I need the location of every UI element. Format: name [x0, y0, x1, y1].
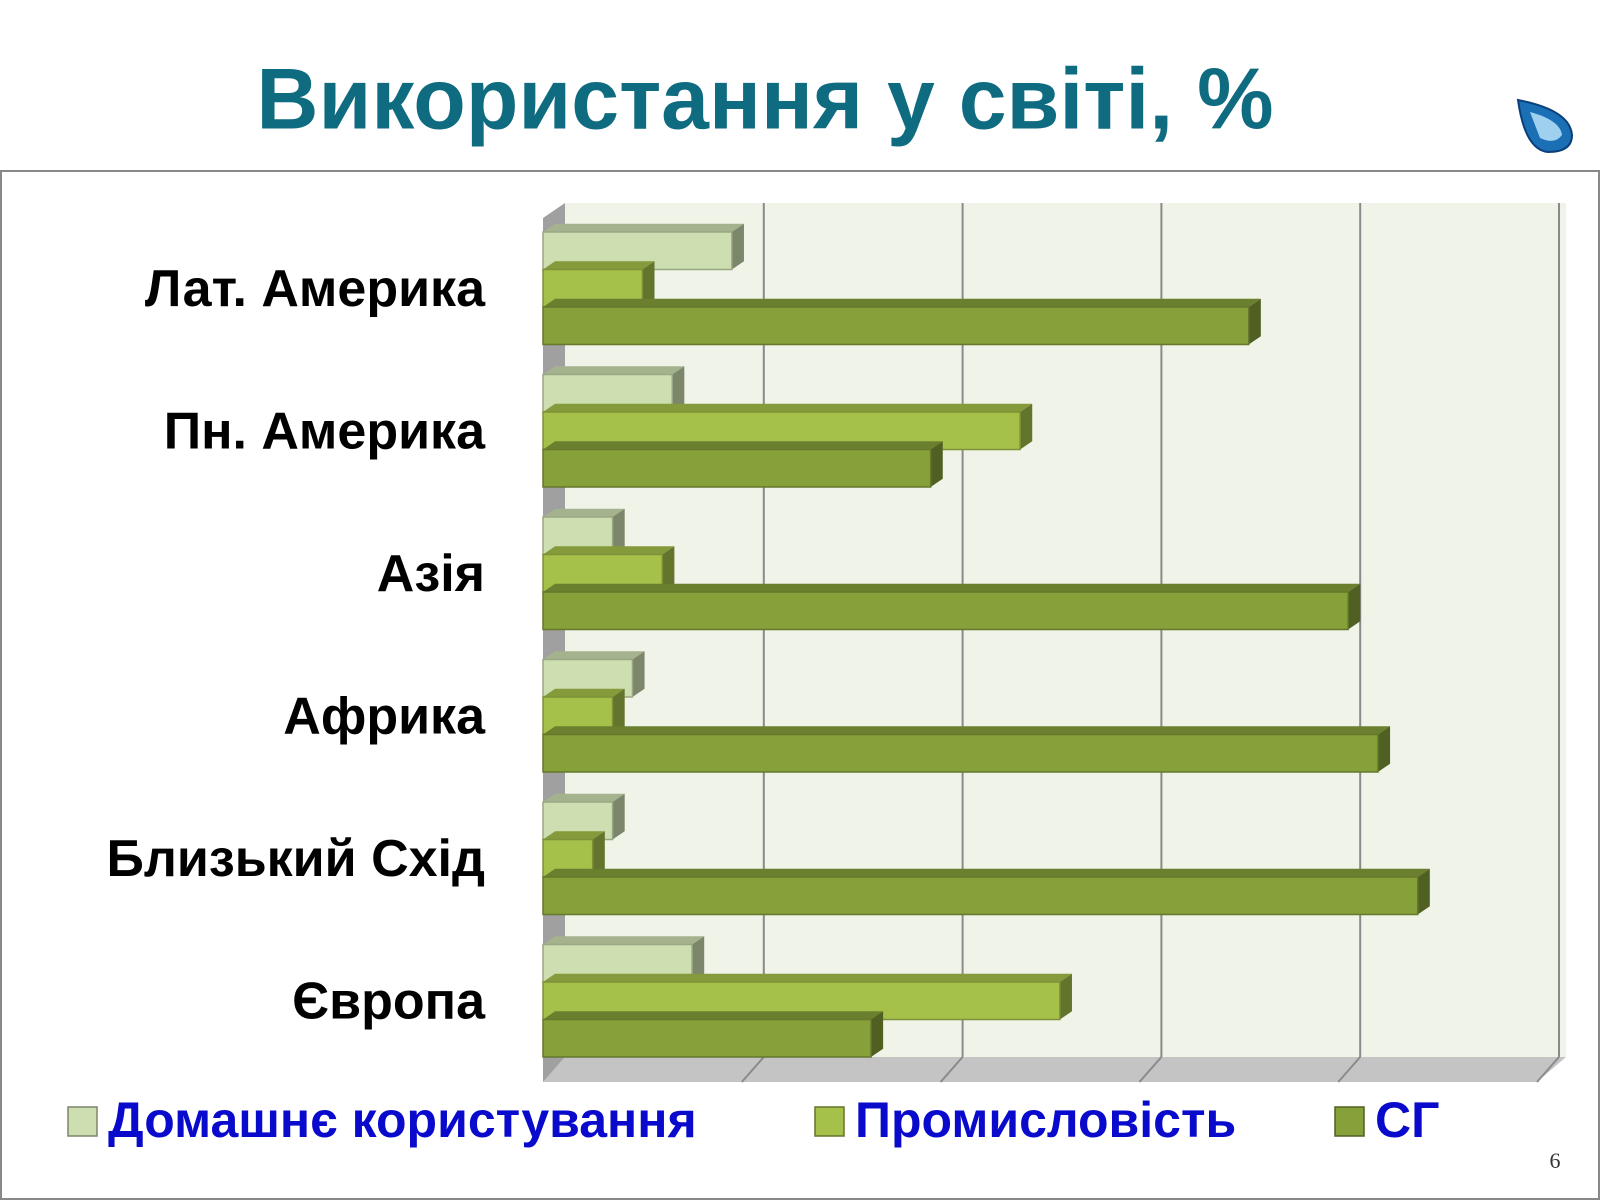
- bar-top: [543, 223, 744, 232]
- bar-top: [543, 868, 1430, 877]
- floor-line: [939, 1056, 964, 1083]
- bar-side: [1348, 583, 1361, 630]
- bar-top: [543, 583, 1361, 592]
- bar-top: [543, 831, 605, 840]
- bar-top: [543, 688, 625, 697]
- category-label: Африка: [283, 687, 486, 745]
- chart-title: Використання у світі, %: [256, 52, 1273, 148]
- bar-side: [612, 508, 625, 555]
- legend-label: СГ: [1375, 1092, 1439, 1148]
- floor: [543, 1057, 1566, 1082]
- bar-side: [612, 793, 625, 840]
- category-label: Близький Схід: [106, 830, 485, 888]
- floor-line: [1337, 1056, 1361, 1083]
- bar: [542, 1018, 872, 1058]
- bar-top: [543, 403, 1033, 412]
- category-label: Європа: [292, 972, 486, 1030]
- legend-label: Домашнє користування: [108, 1092, 697, 1148]
- bar-side: [642, 261, 655, 307]
- bar-top: [543, 651, 645, 660]
- bar-side: [672, 366, 685, 412]
- bar-side: [692, 936, 705, 982]
- bar-side: [1020, 403, 1033, 450]
- legend-swatch: [814, 1106, 845, 1137]
- bar: [542, 876, 1419, 916]
- bar-side: [731, 223, 744, 270]
- bar-top: [543, 973, 1072, 982]
- bar: [542, 733, 1379, 773]
- legend-label: Промисловість: [855, 1092, 1236, 1148]
- chart-frame: [0, 170, 1600, 1200]
- bar-side: [1377, 726, 1391, 772]
- bar: [542, 591, 1349, 631]
- category-label: Пн. Америка: [164, 402, 486, 460]
- bar-side: [632, 651, 645, 697]
- bar-side: [612, 688, 625, 735]
- bar-side: [1417, 868, 1430, 915]
- bar-top: [543, 298, 1261, 307]
- floor-line: [741, 1056, 765, 1083]
- floor-line: [1138, 1056, 1163, 1083]
- bar: [542, 306, 1250, 346]
- bar: [542, 448, 932, 488]
- bar-top: [543, 793, 625, 802]
- bar-top: [543, 1011, 884, 1020]
- bar-side: [871, 1011, 884, 1057]
- legend-swatch: [1334, 1106, 1365, 1137]
- bar-top: [543, 441, 943, 450]
- floor-line: [1536, 1056, 1560, 1083]
- bar-top: [543, 366, 685, 375]
- category-label: Лат. Америка: [145, 260, 486, 318]
- page-number: 6: [1550, 1148, 1561, 1173]
- bar-top: [543, 261, 655, 270]
- bar-top: [543, 726, 1391, 735]
- category-label: Азія: [377, 545, 485, 603]
- bar-side: [930, 441, 943, 487]
- bar-top: [543, 936, 705, 945]
- legend-swatch: [67, 1106, 98, 1137]
- bar-top: [543, 546, 675, 555]
- bar-side: [1248, 298, 1261, 345]
- logo: [1516, 98, 1574, 154]
- bar-side: [1059, 973, 1072, 1020]
- bar-side: [592, 831, 605, 877]
- bar-side: [662, 546, 675, 592]
- bar-top: [543, 508, 625, 517]
